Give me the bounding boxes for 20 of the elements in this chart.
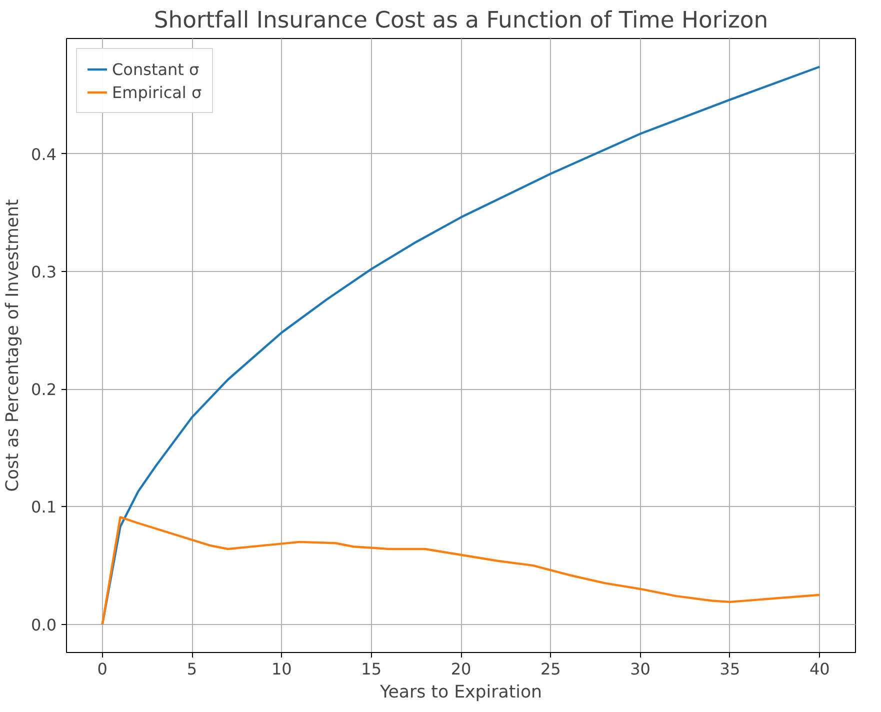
- legend-label: Empirical σ: [112, 82, 202, 102]
- line-series: [101, 516, 821, 626]
- x-tick-label: 0: [97, 660, 108, 678]
- y-axis-title: Cost as Percentage of Investment: [3, 199, 24, 492]
- x-tick-label: 40: [809, 660, 830, 678]
- y-tick-label: 0.4: [31, 144, 57, 164]
- x-tick-label: 25: [540, 660, 561, 678]
- y-tick-label: 0.3: [31, 262, 57, 282]
- x-tick-label: 15: [361, 660, 382, 678]
- y-tick-label: 0.0: [31, 615, 57, 634]
- x-tick-label: 30: [630, 660, 650, 678]
- x-tick-label: 35: [720, 660, 740, 678]
- x-tick-label: 20: [450, 660, 472, 678]
- legend-label: Constant σ: [112, 60, 200, 78]
- y-tick-label: 0.2: [31, 380, 57, 400]
- chart-title: Shortfall Insurance Cost as a Function of Time Horizon: [154, 8, 768, 34]
- x-tick-label: 5: [186, 660, 198, 678]
- x-axis-title: Years to Expiration: [378, 682, 542, 702]
- x-tick-label: 10: [272, 660, 292, 678]
- y-tick-label: 0.1: [31, 498, 57, 517]
